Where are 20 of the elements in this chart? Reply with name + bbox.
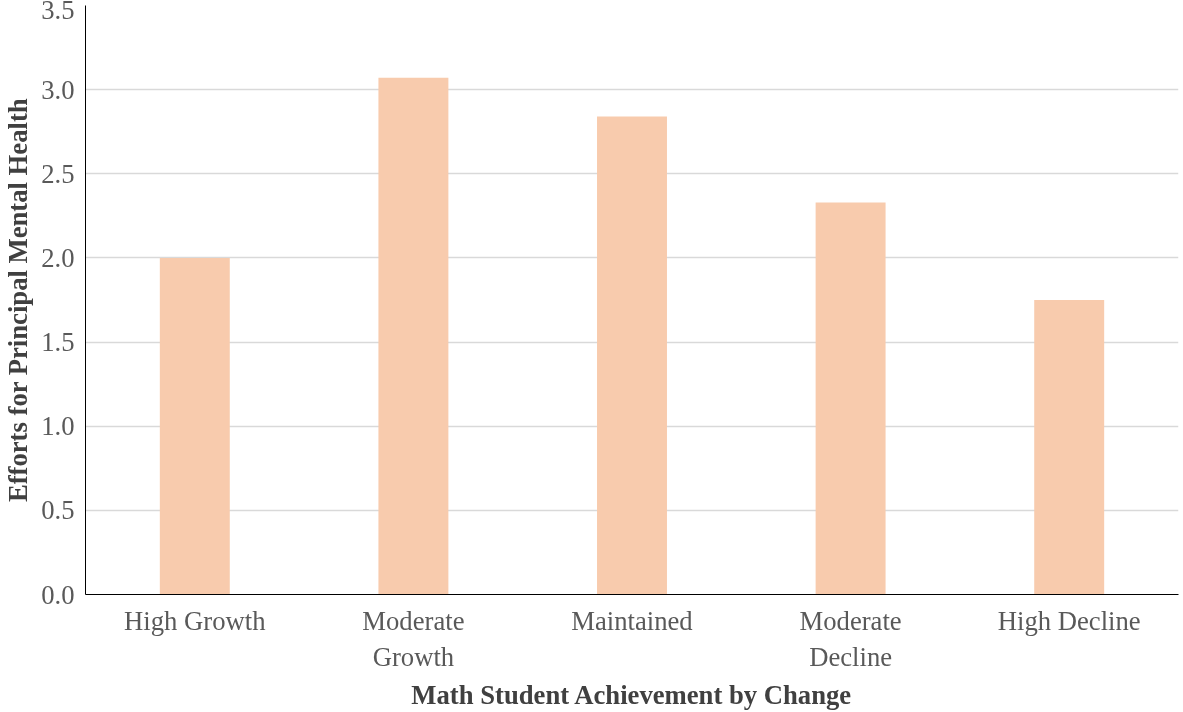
y-tick-label: 0.0 bbox=[41, 579, 75, 610]
x-tick-label: Moderate Decline bbox=[799, 605, 902, 672]
y-tick-label: 1.0 bbox=[41, 411, 75, 442]
y-tick-label: 0.5 bbox=[41, 495, 75, 526]
x-tick-label: High Decline bbox=[997, 605, 1141, 636]
x-tick-label: Maintained bbox=[571, 605, 693, 636]
bar bbox=[1034, 300, 1105, 595]
x-tick-label: High Growth bbox=[124, 605, 266, 636]
y-tick-label: 3.5 bbox=[41, 0, 75, 25]
bar bbox=[815, 202, 886, 595]
x-axis-title: Math Student Achievement by Change bbox=[411, 679, 852, 710]
x-tick-label: Moderate Growth bbox=[362, 605, 465, 672]
y-tick-label: 3.0 bbox=[41, 74, 75, 105]
bar bbox=[159, 257, 230, 595]
y-tick-label: 2.0 bbox=[41, 242, 75, 273]
y-tick-label: 2.5 bbox=[41, 158, 75, 189]
bar bbox=[378, 77, 449, 595]
y-tick-label: 1.5 bbox=[41, 327, 75, 358]
y-axis-title: Efforts for Principal Mental Health bbox=[3, 98, 34, 503]
bar bbox=[597, 116, 667, 595]
